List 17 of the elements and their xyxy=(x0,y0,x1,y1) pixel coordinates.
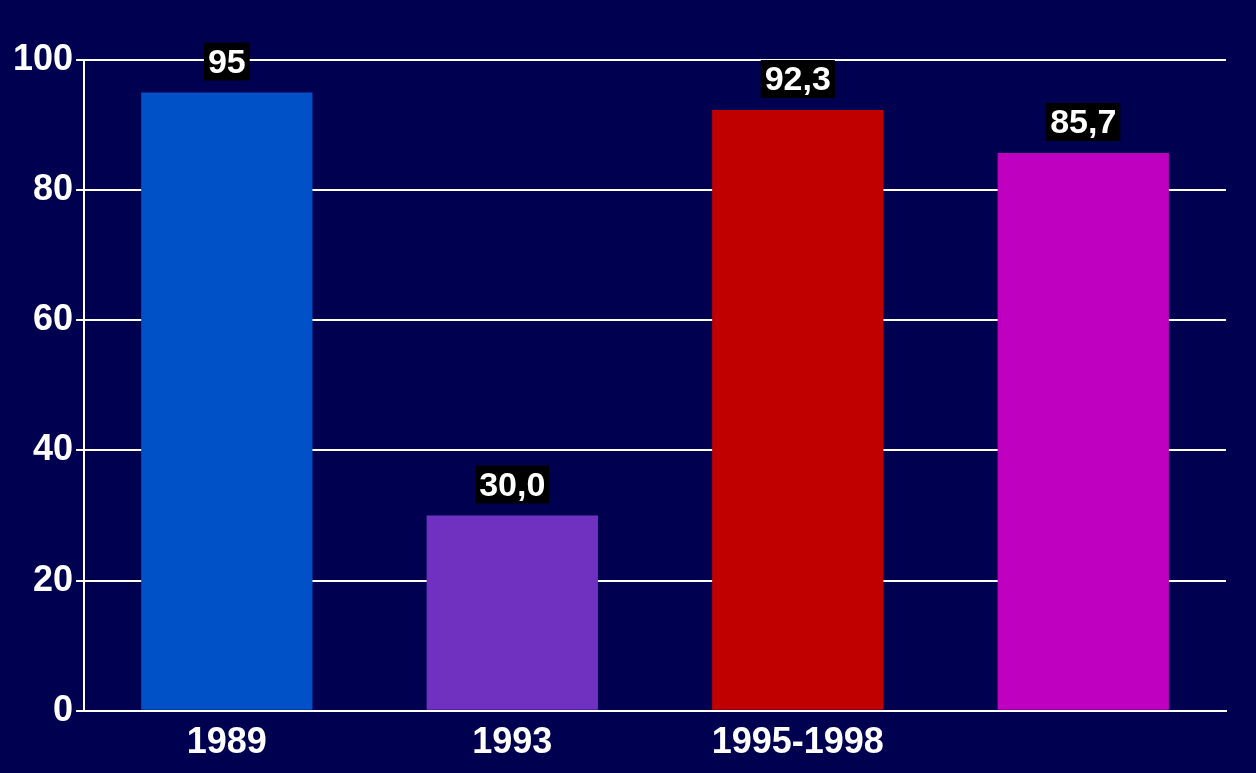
x-tick-label: 1995-1998 xyxy=(711,720,884,762)
bar xyxy=(712,110,884,710)
bar xyxy=(426,515,598,710)
y-tick-label: 80 xyxy=(33,167,74,209)
y-tick-label: 60 xyxy=(33,297,74,339)
y-tick-label: 0 xyxy=(53,687,74,729)
data-label: 85,7 xyxy=(1050,102,1117,141)
data-label: 95 xyxy=(207,41,246,80)
y-tick-label: 20 xyxy=(33,557,74,599)
data-label: 92,3 xyxy=(764,59,831,98)
y-tick-label: 40 xyxy=(33,427,74,469)
x-tick-label: 1993 xyxy=(472,720,553,762)
x-tick-label: 1989 xyxy=(186,720,267,762)
bar xyxy=(997,153,1169,710)
bar xyxy=(141,92,313,710)
data-label: 30,0 xyxy=(479,464,546,503)
y-tick-label: 100 xyxy=(12,36,74,78)
